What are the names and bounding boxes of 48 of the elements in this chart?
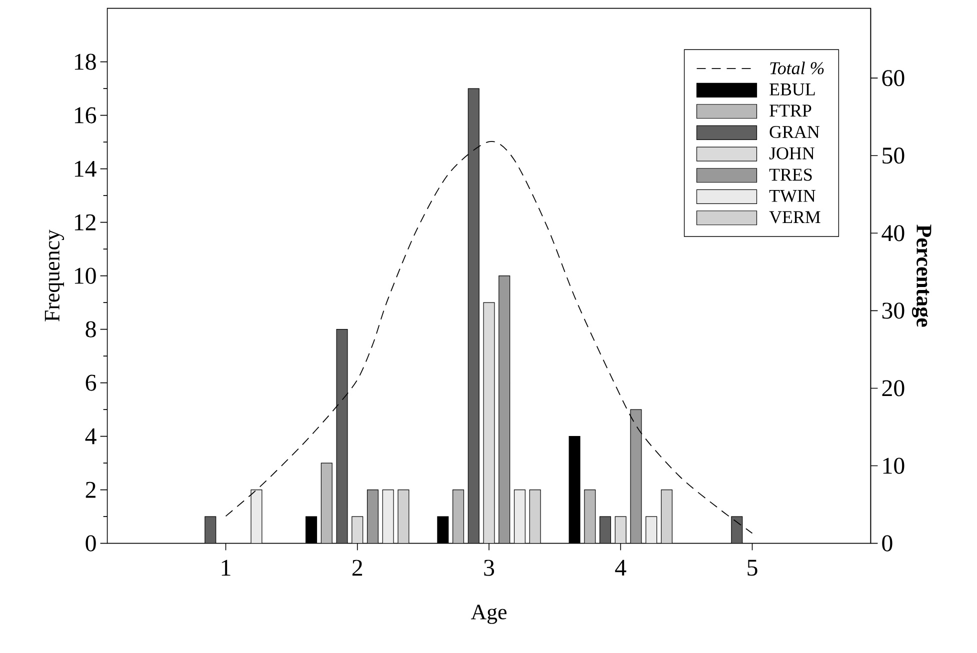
bar bbox=[600, 516, 612, 544]
bar bbox=[366, 489, 379, 544]
y-tick-label: 10 bbox=[74, 268, 96, 284]
y2-tick-label: 50 bbox=[882, 148, 904, 164]
y-tick-label: 4 bbox=[85, 428, 96, 444]
y2-tick-label: 0 bbox=[882, 535, 892, 552]
y-tick-label: 0 bbox=[86, 535, 96, 552]
y-tick-label: 12 bbox=[74, 214, 96, 230]
x-axis-title: Age bbox=[470, 604, 506, 624]
y2-tick-label: 30 bbox=[882, 302, 904, 319]
bar bbox=[529, 489, 541, 544]
bar bbox=[498, 275, 510, 544]
bar bbox=[646, 516, 658, 544]
bar bbox=[584, 489, 596, 544]
bar bbox=[320, 462, 332, 544]
x-tick-label: 3 bbox=[484, 560, 494, 576]
y-tick-label: 8 bbox=[86, 321, 96, 338]
y2-tick-label: 10 bbox=[883, 458, 904, 474]
y2-tick-label: 20 bbox=[882, 380, 904, 396]
legend-label: EBUL bbox=[770, 84, 815, 96]
bar bbox=[660, 489, 672, 544]
legend-label: TWIN bbox=[769, 190, 816, 202]
legend-label: GRAN bbox=[770, 126, 820, 138]
x-tick-label: 5 bbox=[748, 560, 758, 576]
x-tick-label: 1 bbox=[222, 560, 230, 576]
legend-label: TRES bbox=[769, 168, 812, 181]
y-tick-label: 14 bbox=[74, 160, 96, 177]
bar bbox=[398, 489, 410, 544]
bar bbox=[452, 489, 464, 544]
x-tick-label: 2 bbox=[352, 560, 362, 576]
legend-label: Total % bbox=[770, 62, 824, 74]
y-tick-label: 18 bbox=[74, 54, 96, 70]
y2-tick-label: 60 bbox=[882, 70, 904, 86]
bar bbox=[630, 409, 642, 544]
y-axis-title: Frequency bbox=[44, 230, 64, 322]
y2-axis-title: Percentage bbox=[912, 224, 932, 327]
legend-label: VERM bbox=[769, 211, 820, 224]
bar bbox=[250, 489, 262, 544]
y-tick-label: 2 bbox=[86, 482, 96, 498]
legend-label: JOHN bbox=[769, 147, 814, 160]
y-tick-label: 16 bbox=[74, 107, 96, 124]
y2-tick-label: 40 bbox=[882, 225, 904, 242]
bar bbox=[514, 489, 526, 544]
bar bbox=[204, 516, 216, 544]
x-tick-label: 4 bbox=[615, 560, 626, 576]
y-tick-label: 6 bbox=[86, 374, 96, 391]
bar bbox=[382, 489, 394, 544]
legend-label: FTRP bbox=[770, 104, 812, 117]
